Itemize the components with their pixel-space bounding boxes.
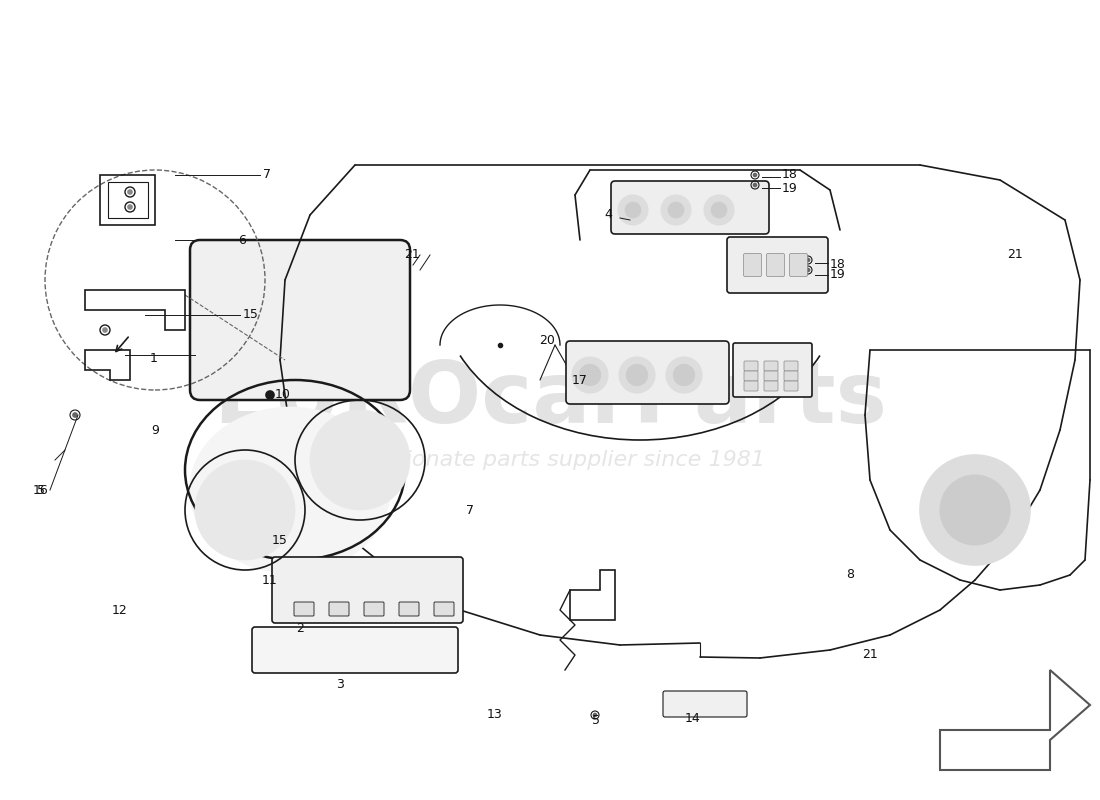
FancyBboxPatch shape [663,691,747,717]
FancyBboxPatch shape [399,602,419,616]
Text: a passionate parts supplier since 1981: a passionate parts supplier since 1981 [334,450,766,470]
Circle shape [572,357,608,393]
Circle shape [128,205,132,209]
Circle shape [128,190,132,194]
Text: 14: 14 [685,711,701,725]
Circle shape [673,364,695,386]
FancyBboxPatch shape [764,381,778,391]
FancyBboxPatch shape [566,341,729,404]
FancyBboxPatch shape [272,557,463,623]
Text: 16: 16 [33,483,48,497]
Circle shape [625,202,641,218]
Text: 21: 21 [1008,249,1023,262]
Text: 3: 3 [337,678,344,691]
Text: EUROcarParts: EUROcarParts [213,358,887,442]
Circle shape [704,195,734,225]
Text: 15: 15 [243,309,258,322]
FancyBboxPatch shape [744,254,761,277]
Text: 2: 2 [296,622,304,634]
Circle shape [619,357,654,393]
Text: 8: 8 [846,569,854,582]
Text: 19: 19 [830,269,846,282]
Text: 21: 21 [404,249,420,262]
Circle shape [103,328,107,332]
FancyBboxPatch shape [744,371,758,381]
Circle shape [73,413,77,417]
Text: 18: 18 [830,258,846,271]
FancyBboxPatch shape [764,361,778,371]
Circle shape [806,269,810,271]
Circle shape [940,475,1010,545]
FancyBboxPatch shape [610,181,769,234]
Circle shape [626,364,648,386]
Circle shape [661,195,691,225]
FancyBboxPatch shape [434,602,454,616]
FancyBboxPatch shape [744,381,758,391]
Circle shape [618,195,648,225]
Text: 4: 4 [604,209,612,222]
FancyBboxPatch shape [744,361,758,371]
Text: 7: 7 [466,503,474,517]
Text: 5: 5 [592,714,600,726]
Text: 17: 17 [572,374,587,386]
Text: 13: 13 [487,709,503,722]
Circle shape [806,258,810,262]
Text: 6: 6 [238,234,246,246]
Text: 18: 18 [782,169,797,182]
Circle shape [266,391,274,399]
Circle shape [754,183,757,186]
Circle shape [711,202,727,218]
FancyBboxPatch shape [252,627,458,673]
FancyBboxPatch shape [733,343,812,397]
Text: 10: 10 [275,389,290,402]
Text: 12: 12 [112,603,128,617]
FancyBboxPatch shape [784,381,798,391]
FancyBboxPatch shape [784,361,798,371]
Circle shape [580,364,601,386]
Text: 11: 11 [262,574,278,586]
Text: 15: 15 [272,534,288,546]
Text: 20: 20 [539,334,554,346]
Ellipse shape [190,407,390,573]
Circle shape [754,174,757,177]
FancyBboxPatch shape [790,254,807,277]
FancyBboxPatch shape [767,254,784,277]
Text: 5: 5 [37,483,45,497]
Circle shape [920,455,1030,565]
Circle shape [594,714,596,717]
FancyBboxPatch shape [764,371,778,381]
FancyBboxPatch shape [727,237,828,293]
Text: 1: 1 [150,351,158,365]
Circle shape [666,357,702,393]
FancyBboxPatch shape [190,240,410,400]
Text: 21: 21 [862,649,878,662]
FancyBboxPatch shape [784,371,798,381]
Circle shape [668,202,684,218]
FancyBboxPatch shape [329,602,349,616]
Text: 9: 9 [151,423,158,437]
Text: 19: 19 [782,182,797,194]
FancyBboxPatch shape [364,602,384,616]
Text: 7: 7 [263,169,271,182]
FancyBboxPatch shape [294,602,313,616]
Circle shape [310,410,410,510]
Circle shape [195,460,295,560]
